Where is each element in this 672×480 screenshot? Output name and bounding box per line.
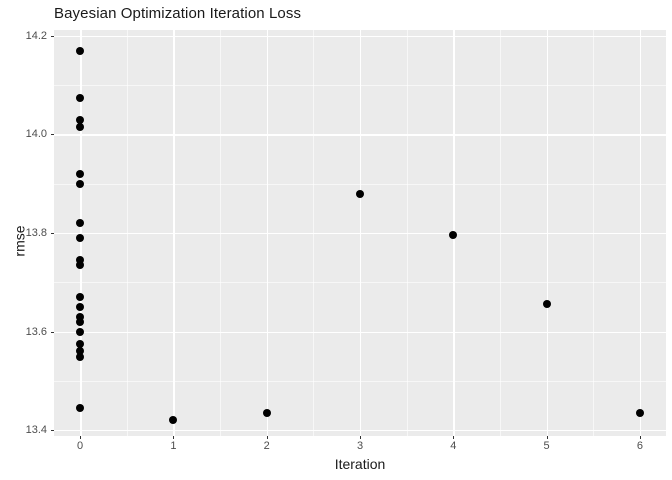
- y-tick-label: 13.6: [25, 325, 47, 338]
- gridline-y-major: [54, 35, 666, 38]
- data-point: [76, 115, 85, 124]
- y-tick-label: 13.4: [25, 424, 47, 437]
- y-tick-mark: [51, 233, 54, 234]
- data-point: [76, 169, 85, 178]
- x-tick-label: 0: [77, 440, 84, 452]
- data-point: [76, 179, 85, 188]
- data-point: [76, 312, 85, 321]
- gridline-y-major: [54, 430, 666, 432]
- data-point: [76, 353, 85, 362]
- x-axis-title: Iteration: [334, 456, 386, 472]
- data-point: [76, 261, 85, 270]
- x-tick-label: 2: [263, 440, 270, 452]
- x-tick-mark: [639, 436, 641, 439]
- gridline-y-major: [54, 233, 666, 235]
- data-point: [76, 327, 85, 336]
- plot-panel: [54, 30, 666, 436]
- y-tick-mark: [51, 134, 54, 136]
- gridline-y-major: [54, 331, 666, 333]
- data-point: [542, 300, 551, 309]
- x-tick-label: 1: [170, 440, 177, 452]
- y-axis-title: rmse: [11, 225, 28, 257]
- data-point: [262, 408, 271, 417]
- data-point: [76, 347, 85, 356]
- data-point: [76, 302, 85, 311]
- y-tick-label: 14.2: [25, 29, 47, 42]
- x-tick-mark: [173, 436, 175, 439]
- x-tick-mark: [80, 436, 82, 439]
- y-tick-mark: [51, 430, 54, 432]
- x-tick-mark: [266, 436, 268, 439]
- y-tick-mark: [51, 35, 54, 37]
- y-tick-label: 13.8: [25, 227, 47, 239]
- data-point: [76, 46, 85, 55]
- data-point: [76, 123, 85, 132]
- data-point: [356, 189, 364, 198]
- data-point: [76, 339, 85, 348]
- x-tick-label: 3: [356, 440, 364, 452]
- data-point: [76, 403, 85, 412]
- x-tick-mark: [453, 436, 455, 439]
- x-tick-label: 4: [450, 440, 457, 452]
- data-point: [76, 317, 85, 326]
- data-point: [449, 231, 458, 240]
- data-point: [76, 256, 85, 265]
- data-point: [76, 219, 85, 228]
- chart-title: Bayesian Optimization Iteration Loss: [54, 5, 302, 22]
- data-point: [76, 93, 85, 102]
- x-tick-mark: [360, 436, 361, 439]
- gridline-y-major: [54, 134, 666, 136]
- data-point: [76, 293, 85, 302]
- x-tick-mark: [546, 436, 548, 439]
- data-point: [76, 233, 85, 242]
- y-tick-mark: [51, 331, 54, 333]
- data-point: [169, 416, 178, 425]
- x-tick-label: 5: [543, 440, 550, 452]
- data-point: [635, 408, 644, 417]
- x-tick-label: 6: [636, 440, 643, 452]
- y-tick-label: 14.0: [25, 128, 47, 141]
